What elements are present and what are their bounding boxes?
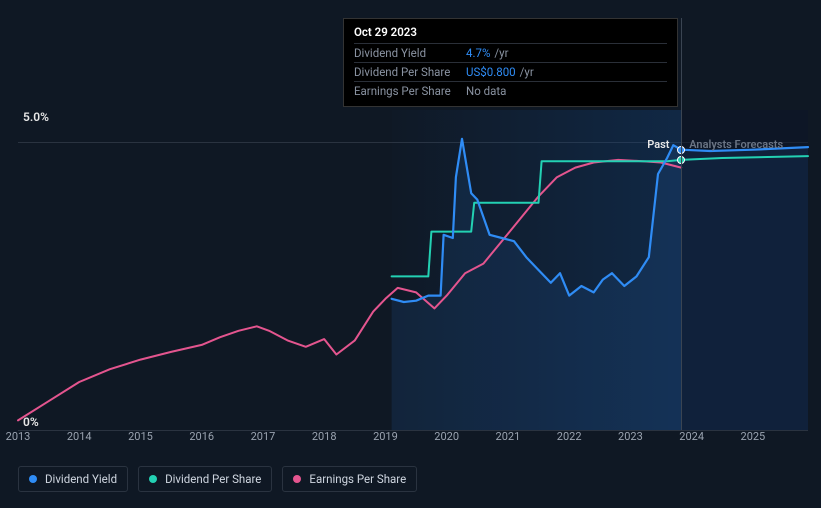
- legend-dot-icon: [293, 475, 301, 483]
- tooltip-no-data: No data: [466, 84, 506, 98]
- legend-item-earnings-per-share[interactable]: Earnings Per Share: [282, 466, 417, 492]
- legend-item-dividend-per-share[interactable]: Dividend Per Share: [138, 466, 272, 492]
- legend-dot-icon: [149, 475, 157, 483]
- tooltip-key: Dividend Yield: [354, 46, 466, 60]
- xaxis-tick-label: 2025: [741, 430, 766, 443]
- cursor-vertical-line: [681, 18, 682, 430]
- plot-area[interactable]: Past Analysts Forecasts: [18, 110, 808, 430]
- tooltip-value: 4.7%: [466, 46, 490, 60]
- xaxis-labels: 2013201420152016201720182019202020212022…: [18, 430, 808, 448]
- tooltip-row-earnings-per-share: Earnings Per Share No data: [354, 81, 667, 100]
- xaxis-tick-label: 2018: [312, 430, 337, 443]
- tooltip-value: US$0.800: [466, 65, 516, 79]
- legend-label: Dividend Per Share: [165, 472, 261, 486]
- tooltip-row-dividend-yield: Dividend Yield 4.7% /yr: [354, 43, 667, 62]
- xaxis-tick-label: 2013: [6, 430, 31, 443]
- legend-label: Earnings Per Share: [309, 472, 406, 486]
- xaxis-tick-label: 2016: [189, 430, 214, 443]
- tooltip-row-dividend-per-share: Dividend Per Share US$0.800 /yr: [354, 62, 667, 81]
- tooltip-date: Oct 29 2023: [354, 25, 667, 43]
- legend-dot-icon: [29, 475, 37, 483]
- chart-tooltip: Oct 29 2023 Dividend Yield 4.7% /yr Divi…: [343, 18, 678, 107]
- chart-legend: Dividend Yield Dividend Per Share Earnin…: [18, 466, 417, 492]
- xaxis-tick-label: 2022: [557, 430, 582, 443]
- past-label: Past: [647, 138, 669, 151]
- tooltip-unit: /yr: [494, 46, 508, 60]
- xaxis-tick-label: 2020: [434, 430, 459, 443]
- legend-label: Dividend Yield: [45, 472, 117, 486]
- xaxis-tick-label: 2023: [618, 430, 643, 443]
- tooltip-key: Dividend Per Share: [354, 65, 466, 79]
- dividend-chart: 5.0% 0% Past Analysts Forecasts Oct 29 2…: [18, 10, 808, 450]
- xaxis-tick-label: 2015: [128, 430, 153, 443]
- xaxis-tick-label: 2017: [251, 430, 276, 443]
- chart-lines: [18, 110, 808, 430]
- forecast-label: Analysts Forecasts: [689, 138, 783, 151]
- xaxis-tick-label: 2019: [373, 430, 398, 443]
- tooltip-unit: /yr: [520, 65, 534, 79]
- tooltip-key: Earnings Per Share: [354, 84, 466, 98]
- xaxis-tick-label: 2024: [679, 430, 704, 443]
- legend-item-dividend-yield[interactable]: Dividend Yield: [18, 466, 128, 492]
- xaxis-tick-label: 2014: [67, 430, 92, 443]
- xaxis-tick-label: 2021: [496, 430, 521, 443]
